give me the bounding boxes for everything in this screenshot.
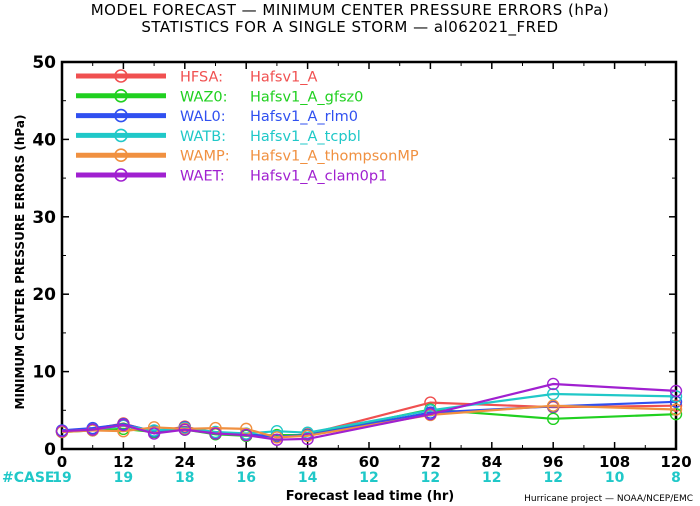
data-point [547, 377, 560, 391]
data-point [178, 423, 192, 436]
axes: 0 12 24 36 48 60 72 84 96 108 120 0 10 20 30 40 50 [32, 53, 691, 471]
x-tick-label: 60 [359, 453, 380, 471]
legend-swatch-marker [114, 148, 128, 162]
y-tick-label: 40 [32, 130, 56, 150]
case-count: 12 [482, 470, 501, 486]
y-tick-label: 0 [44, 440, 56, 460]
y-tick-label: 50 [32, 53, 56, 73]
case-count: 18 [175, 470, 194, 486]
legend-swatch-marker [114, 108, 128, 123]
legend-swatch-marker [114, 89, 128, 103]
x-tick-label: 0 [57, 453, 67, 471]
legend-entry-label: Hafsv1_A_thompsonMP [250, 149, 419, 165]
data-point [209, 427, 222, 440]
credit-text: Hurricane project — NOAA/NCEP/EMC [524, 494, 693, 504]
y-tick-label: 20 [32, 285, 56, 305]
data-point [669, 384, 683, 398]
case-count: 16 [236, 470, 255, 486]
x-tick-label: 36 [236, 453, 257, 471]
data-point [147, 424, 161, 437]
legend-entry-code: WAZ0: [180, 89, 228, 105]
legend-swatch-marker [114, 168, 128, 182]
case-label: #CASE [2, 470, 55, 486]
data-point [669, 403, 683, 416]
legend-entry-code: HFSA: [180, 70, 223, 86]
data-point [55, 424, 69, 438]
x-tick-label: 24 [174, 453, 195, 471]
legend-swatch-marker [114, 69, 128, 83]
x-tick-label: 84 [481, 453, 502, 471]
legend: HFSA: Hafsv1_A WAZ0: Hafsv1_A_gfsz0 WAL0: Haf… [76, 69, 419, 185]
chart-subtitle: STATISTICS FOR A SINGLE STORM — al062021… [141, 18, 559, 36]
x-tick-label: 96 [543, 453, 564, 471]
data-point [270, 433, 284, 446]
legend-entry-code: WAL0: [180, 109, 226, 125]
data-point [301, 429, 314, 443]
x-tick-label: 12 [113, 453, 134, 471]
legend-entry-label: Hafsv1_A [250, 70, 318, 86]
x-axis-label: Forecast lead time (hr) [286, 489, 454, 504]
data-point [147, 427, 161, 440]
data-point [239, 428, 253, 442]
y-axis-label: MINIMUM CENTER PRESSURE ERRORS (hPa) [13, 115, 27, 410]
data-point [547, 399, 560, 412]
legend-entry-code: WAMP: [180, 149, 230, 165]
legend-entry-code: WAET: [180, 169, 225, 185]
legend-entry-code: WATB: [180, 129, 226, 145]
data-point [86, 423, 99, 436]
case-count: 19 [114, 470, 133, 486]
case-count: 12 [421, 470, 440, 486]
legend-entry-label: Hafsv1_A_gfsz0 [250, 89, 363, 105]
plot-frame [60, 60, 678, 451]
data-point [117, 418, 130, 432]
y-tick-label: 10 [32, 363, 56, 383]
x-tick-label: 120 [660, 453, 691, 471]
data-point [301, 432, 314, 446]
data-point [547, 412, 560, 426]
data-point [424, 407, 437, 421]
case-count: 14 [298, 470, 318, 486]
case-count: 10 [605, 470, 625, 486]
x-tick-label: 48 [297, 453, 318, 471]
legend-swatch-marker [114, 128, 128, 143]
case-count: 19 [52, 470, 71, 486]
x-tick-label: 72 [420, 453, 441, 471]
x-tick-label: 108 [599, 453, 630, 471]
legend-entry-label: Hafsv1_A_rlm0 [250, 109, 358, 125]
case-count: 12 [543, 470, 562, 486]
y-tick-label: 30 [32, 208, 56, 228]
series-group [55, 377, 683, 446]
legend-entry-label: Hafsv1_A_tcpbl [250, 129, 361, 145]
data-point [669, 399, 683, 412]
case-count: 8 [671, 470, 681, 486]
legend-entry-label: Hafsv1_A_clam0p1 [250, 169, 387, 185]
plot-area [60, 60, 678, 451]
chart-title: MODEL FORECAST — MINIMUM CENTER PRESSURE… [90, 1, 610, 19]
case-count: 12 [359, 470, 378, 486]
